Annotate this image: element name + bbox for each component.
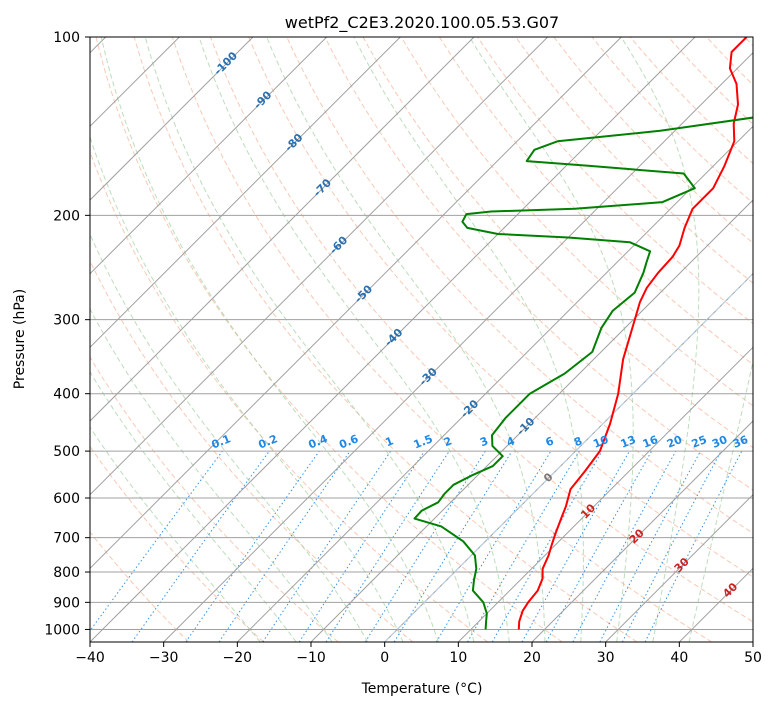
mixing-ratio-line — [218, 450, 351, 642]
y-tick-label: 300 — [53, 313, 80, 329]
y-tick-label: 100 — [53, 30, 80, 46]
mixing-ratio-label: 2 — [442, 434, 454, 449]
profile-line — [413, 116, 753, 630]
x-tick-label: 50 — [744, 650, 762, 666]
moist-adiabat — [144, 37, 475, 642]
dry-adiabat — [171, 37, 712, 642]
isotherm — [90, 37, 622, 570]
mixing-ratio-label: 25 — [690, 433, 709, 451]
y-axis-label: Pressure (hPa) — [12, 289, 28, 389]
mixing-ratio-line — [131, 450, 270, 642]
dry-adiabat — [90, 531, 190, 642]
mixing-ratio-line — [262, 450, 392, 642]
mixing-ratio-line — [572, 450, 677, 642]
isotherm — [90, 37, 475, 422]
isotherm — [163, 51, 753, 642]
y-tick-label: 500 — [53, 444, 80, 460]
moist-adiabat — [688, 358, 753, 642]
profile-line — [517, 37, 748, 630]
mixing-ratio-line — [185, 450, 320, 642]
dry-adiabat — [248, 37, 753, 578]
mixing-ratio-label: 30 — [710, 433, 729, 451]
plot-frame — [89, 36, 754, 643]
mixing-ratio-line — [393, 450, 513, 642]
moist-adiabat — [90, 426, 261, 642]
dry-adiabat — [90, 356, 339, 642]
dry-adiabat — [133, 37, 638, 642]
y-tick-label: 800 — [53, 565, 80, 581]
moist-adiabat — [266, 37, 546, 642]
mixing-ratio-line — [644, 450, 743, 642]
moist-adiabat — [90, 135, 404, 642]
dry-adiabat — [90, 445, 264, 642]
moist-adiabat — [620, 37, 700, 642]
x-tick-label: 0 — [380, 650, 389, 666]
dry-adiabat — [515, 37, 753, 284]
x-tick-label: 20 — [523, 650, 541, 666]
chart-title: wetPf2_C2E3.2020.100.05.53.G07 — [285, 13, 559, 33]
isotherm — [236, 125, 753, 642]
mixing-ratio-label: 20 — [665, 433, 684, 451]
x-tick-label: −30 — [149, 650, 179, 666]
y-tick-label: 900 — [53, 595, 80, 611]
x-tick-label: 30 — [597, 650, 615, 666]
mixing-ratio-label: 10 — [591, 433, 610, 451]
moist-adiabat — [353, 37, 584, 642]
isotherm — [310, 199, 753, 642]
x-axis: −40 −30 −20 −10 0 10 20 30 40 50 — [75, 642, 762, 666]
mixing-ratio-line — [325, 450, 450, 642]
x-axis-label: Temperature (°C) — [361, 681, 483, 697]
y-tick-label: 400 — [53, 387, 80, 403]
dry-adiabat — [210, 37, 753, 623]
moist-adiabat — [90, 308, 333, 642]
profile-lines — [413, 37, 753, 630]
mixing-ratio-label: 3 — [478, 434, 490, 449]
dry-adiabat — [400, 37, 753, 407]
y-tick-label: 600 — [53, 491, 80, 507]
x-tick-label: 10 — [449, 650, 467, 666]
mixing-ratio-line — [90, 450, 223, 632]
moist-adiabat — [90, 232, 369, 642]
isotherm — [457, 346, 753, 642]
mixing-ratio-label: 16 — [641, 433, 660, 451]
mixing-ratio-line — [298, 450, 425, 642]
x-tick-label: −10 — [296, 650, 326, 666]
x-tick-label: −40 — [75, 650, 105, 666]
moist-adiabat — [198, 37, 510, 642]
y-tick-label: 200 — [53, 208, 80, 224]
isotherm — [90, 37, 328, 275]
y-tick-label: 1000 — [44, 622, 80, 638]
isotherm — [605, 493, 753, 642]
x-tick-label: 40 — [670, 650, 688, 666]
isotherm — [90, 37, 254, 201]
zero-isotherm — [384, 272, 753, 642]
background-lines — [90, 37, 753, 642]
mixing-ratio-line — [521, 450, 630, 642]
mixing-ratio-label: 36 — [731, 433, 750, 451]
moist-adiabat — [100, 37, 439, 642]
isotherm — [90, 37, 401, 349]
mixing-ratio-label: 13 — [619, 433, 638, 451]
y-tick-label: 700 — [53, 531, 80, 547]
dry-adiabat — [95, 37, 563, 642]
dry-adiabat — [90, 150, 488, 642]
mixing-ratio-label: 8 — [572, 434, 584, 449]
y-axis: 100 200 300 400 500 600 700 800 900 1000 — [44, 30, 90, 638]
x-tick-label: −20 — [223, 650, 253, 666]
dry-adiabat — [324, 37, 753, 491]
mixing-ratio-label: 1 — [383, 434, 395, 449]
isotherm — [531, 420, 753, 642]
isotherm — [90, 37, 549, 496]
mixing-ratio-line — [545, 450, 653, 642]
